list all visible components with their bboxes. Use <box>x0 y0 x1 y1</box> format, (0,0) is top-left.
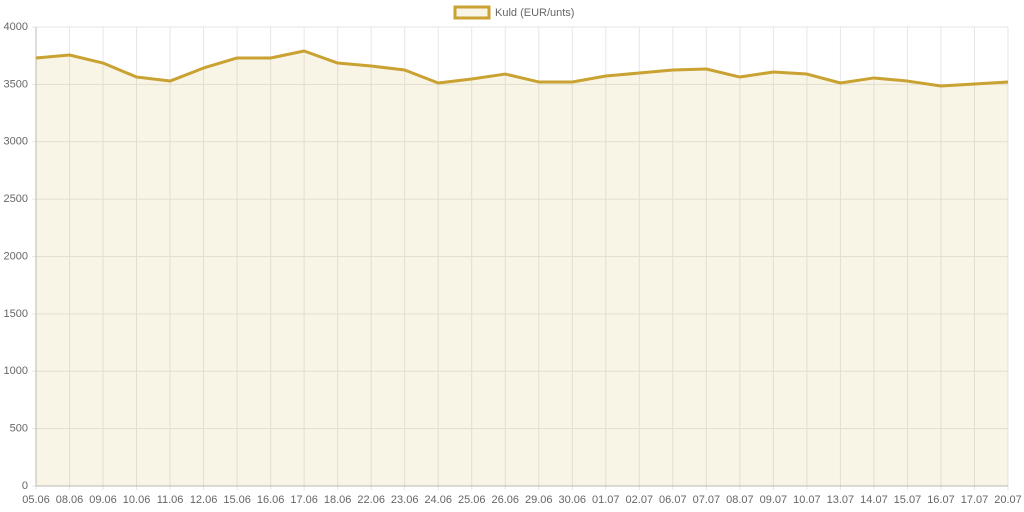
area <box>36 50 1008 486</box>
y-tick-label: 500 <box>10 423 28 435</box>
x-tick-label: 08.07 <box>726 494 754 506</box>
x-tick-label: 13.07 <box>827 494 855 506</box>
line <box>35 49 1009 88</box>
x-tick-label: 20.07 <box>994 494 1022 506</box>
y-tick-label: 4000 <box>4 21 28 33</box>
y-tick-label: 1000 <box>4 365 28 377</box>
y-tick-label: 3500 <box>4 78 28 90</box>
x-tick-label: 02.07 <box>626 494 654 506</box>
y-tick-label: 2500 <box>4 193 28 205</box>
x-tick-label: 10.06 <box>123 494 151 506</box>
x-tick-label: 12.06 <box>190 494 218 506</box>
y-tick-label: 3000 <box>4 136 28 148</box>
y-tick-label: 2000 <box>4 250 28 262</box>
x-tick-label: 26.06 <box>491 494 519 506</box>
x-tick-label: 16.07 <box>927 494 955 506</box>
x-tick-label: 15.07 <box>894 494 922 506</box>
x-tick-label: 24.06 <box>424 494 452 506</box>
y-tick-label: 1500 <box>4 308 28 320</box>
x-tick-label: 14.07 <box>860 494 888 506</box>
x-tick-label: 06.07 <box>659 494 687 506</box>
x-tick-label: 09.07 <box>760 494 788 506</box>
x-tick-label: 01.07 <box>592 494 620 506</box>
y-tick-label: 0 <box>22 480 28 492</box>
x-tick-label: 22.06 <box>357 494 385 506</box>
legend-label: Kuld (EUR/unts) <box>495 7 574 19</box>
x-tick-label: 16.06 <box>257 494 285 506</box>
x-tick-label: 07.07 <box>693 494 721 506</box>
x-tick-label: 10.07 <box>793 494 821 506</box>
x-tick-label: 05.06 <box>22 494 50 506</box>
x-tick-label: 09.06 <box>89 494 117 506</box>
x-tick-label: 08.06 <box>56 494 84 506</box>
x-tick-label: 11.06 <box>157 494 184 506</box>
x-tick-label: 25.06 <box>458 494 486 506</box>
legend-swatch <box>453 5 491 20</box>
x-tick-label: 30.06 <box>559 494 587 506</box>
x-tick-label: 23.06 <box>391 494 419 506</box>
x-tick-label: 17.07 <box>961 494 989 506</box>
x-tick-label: 29.06 <box>525 494 553 506</box>
x-tick-label: 17.06 <box>290 494 318 506</box>
x-tick-label: 15.06 <box>223 494 251 506</box>
x-tick-label: 18.06 <box>324 494 352 506</box>
